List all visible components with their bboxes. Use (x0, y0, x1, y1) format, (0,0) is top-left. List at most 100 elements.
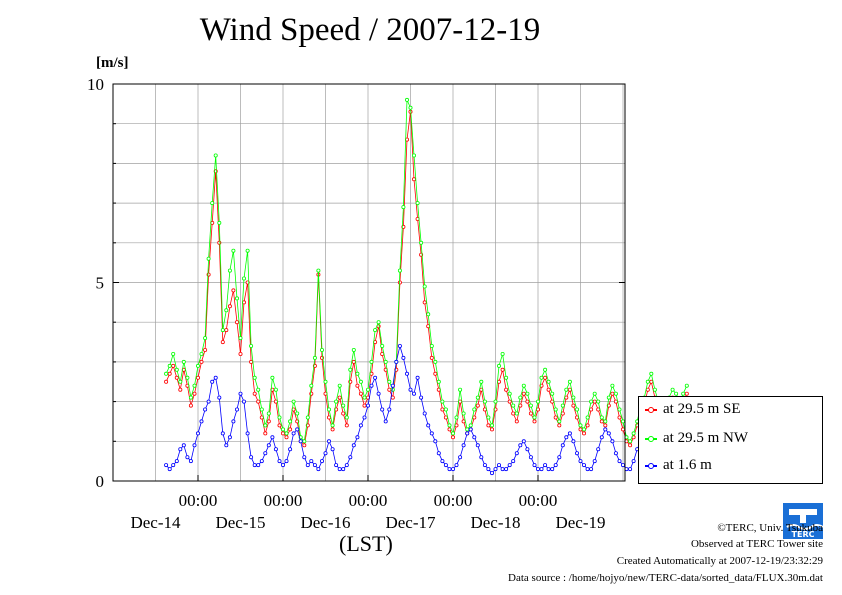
data-point-1 (323, 379, 328, 384)
data-point-1 (291, 399, 296, 404)
data-point-2 (348, 455, 353, 460)
data-point-1 (684, 383, 689, 388)
data-point-0 (475, 403, 480, 408)
chart-title: Wind Speed / 2007-12-19 (199, 12, 541, 48)
data-point-2 (518, 443, 523, 448)
data-point-2 (365, 403, 370, 408)
data-point-2 (330, 447, 335, 452)
data-point-1 (259, 407, 264, 412)
data-point-1 (252, 375, 257, 380)
data-point-2 (454, 463, 459, 468)
legend-item-nw: at 29.5 m NW (639, 430, 822, 452)
data-point-2 (344, 463, 349, 468)
data-point-2 (553, 463, 558, 468)
data-point-0 (610, 391, 615, 396)
data-point-1 (238, 336, 243, 341)
data-point-1 (645, 379, 650, 384)
data-point-2 (411, 391, 416, 396)
data-point-0 (592, 399, 597, 404)
x-tick-day-label: Dec-18 (470, 513, 520, 532)
data-point-2 (288, 447, 293, 452)
data-point-1 (195, 363, 200, 368)
data-point-2 (631, 459, 636, 464)
data-point-1 (277, 415, 282, 420)
data-point-2 (557, 455, 562, 460)
data-point-2 (440, 459, 445, 464)
data-point-0 (302, 443, 307, 448)
data-point-1 (479, 379, 484, 384)
data-point-2 (217, 395, 222, 400)
data-point-1 (631, 431, 636, 436)
data-point-2 (479, 455, 484, 460)
data-point-2 (443, 463, 448, 468)
data-point-0 (411, 177, 416, 182)
data-point-2 (596, 447, 601, 452)
data-point-1 (404, 97, 409, 102)
data-point-1 (525, 391, 530, 396)
series-line-2 (165, 344, 688, 474)
data-point-2 (273, 447, 278, 452)
data-point-2 (589, 467, 594, 472)
data-point-2 (560, 443, 565, 448)
data-point-2 (628, 467, 633, 472)
series-layer (164, 97, 689, 476)
data-point-0 (489, 427, 494, 432)
data-point-1 (164, 371, 169, 376)
data-point-1 (217, 220, 222, 225)
data-point-1 (610, 383, 615, 388)
data-point-2 (564, 435, 569, 440)
data-point-1 (376, 320, 381, 325)
data-point-0 (167, 371, 172, 376)
data-point-1 (553, 407, 558, 412)
data-point-1 (365, 387, 370, 392)
x-tick-time-label: 00:00 (349, 491, 388, 510)
data-point-1 (564, 387, 569, 392)
data-point-2 (610, 439, 615, 444)
data-point-2 (171, 463, 176, 468)
data-point-1 (536, 399, 541, 404)
data-point-1 (273, 387, 278, 392)
terc-logo: TERC (783, 503, 823, 539)
data-point-2 (603, 427, 608, 432)
data-point-2 (525, 447, 530, 452)
legend-marker-blue (648, 463, 654, 469)
data-point-1 (231, 248, 236, 253)
data-point-2 (284, 459, 289, 464)
data-point-0 (227, 304, 232, 309)
data-point-0 (397, 280, 402, 285)
data-point-1 (532, 415, 537, 420)
data-point-1 (613, 391, 618, 396)
data-point-2 (249, 455, 254, 460)
data-point-2 (241, 399, 246, 404)
data-point-0 (280, 431, 285, 436)
legend-item-1-6m: at 1.6 m (639, 457, 822, 479)
data-point-0 (390, 395, 395, 400)
data-point-1 (334, 399, 339, 404)
data-point-0 (277, 423, 282, 428)
data-point-1 (344, 415, 349, 420)
data-point-2 (355, 435, 360, 440)
data-point-2 (263, 451, 268, 456)
data-point-2 (181, 443, 186, 448)
data-point-1 (263, 423, 268, 428)
data-point-1 (475, 395, 480, 400)
data-point-1 (539, 375, 544, 380)
data-point-2 (302, 455, 307, 460)
data-point-0 (203, 347, 208, 352)
data-point-2 (252, 463, 257, 468)
data-point-2 (369, 383, 374, 388)
data-point-2 (270, 435, 275, 440)
data-point-0 (263, 431, 268, 436)
data-point-1 (181, 359, 186, 364)
data-point-2 (358, 423, 363, 428)
x-tick-time-label: 00:00 (519, 491, 558, 510)
data-point-2 (280, 463, 285, 468)
data-point-2 (592, 459, 597, 464)
data-point-2 (326, 439, 331, 444)
data-point-0 (234, 320, 239, 325)
data-point-0 (358, 391, 363, 396)
data-point-1 (326, 407, 331, 412)
data-point-2 (475, 443, 480, 448)
data-point-2 (376, 391, 381, 396)
data-point-1 (249, 343, 254, 348)
